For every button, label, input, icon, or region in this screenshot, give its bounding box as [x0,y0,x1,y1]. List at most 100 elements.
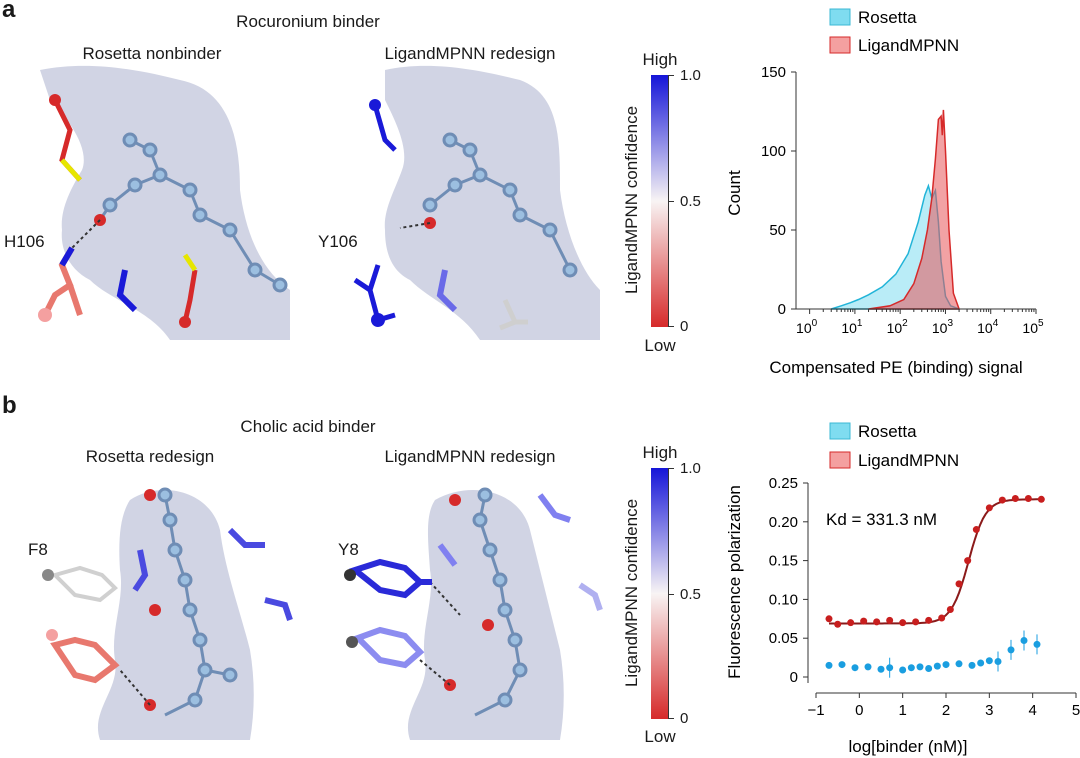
panel-a-left-residue-label: H106 [4,232,45,251]
fluorescence-polarization-chart: Rosetta LigandMPNN Kd = 331.3 nM 0 0.05 0.… [725,422,1080,756]
fp-point-rosetta [942,661,950,669]
fp-point-rosetta [838,661,846,669]
fp-point-ligandmpnn [955,580,963,588]
panel-a-left-label: Rosetta nonbinder [82,44,222,63]
fp-y-tick-label: 0.10 [769,591,798,608]
panel-b-right-residue-label: Y8 [338,540,359,559]
fp-point-ligandmpnn [1011,495,1019,503]
histogram-area-ligandmpnn [868,109,961,310]
colorbar-b-low-label: Low [644,727,676,746]
fp-point-rosetta [851,664,859,672]
colorbar-b-tick-label: 0.5 [680,586,701,603]
fp-point-rosetta [907,664,915,672]
fp-point-ligandmpnn [972,526,980,534]
fp-point-ligandmpnn [938,614,946,622]
panel-a-letter: a [2,0,16,23]
colorbar-a-high-label: High [642,50,678,69]
colorbar-b-title: LigandMPNN confidence [622,498,641,688]
fp-x-tick-label: 2 [942,702,950,719]
ligandmpnn-redesign-cholic-structure [344,487,603,740]
histogram-x-axis-label: Compensated PE (binding) signal [769,358,1022,377]
panel-b-left-residue-label: F8 [28,540,48,559]
fp-point-rosetta [968,661,976,669]
fp-y-axis-label: Fluorescence polarization [725,485,744,679]
panel-a-structures [38,65,600,341]
histogram-y-tick-label: 150 [761,64,786,81]
panel-b-structures [42,487,603,740]
fp-point-rosetta [994,657,1002,665]
legend-label-ligandmpnn: LigandMPNN [858,451,959,470]
panel-b-right-label: LigandMPNN redesign [384,447,556,466]
fp-marks [825,495,1045,678]
histogram-x-tick-label: 104 [977,318,999,336]
colorbar-a-tick-mid [668,201,674,202]
histogram-x-tick-label: 103 [932,318,954,336]
binding-pocket-surface [40,65,290,341]
panel-b-letter: b [2,392,17,419]
legend-swatch-rosetta [829,422,851,440]
fp-point-rosetta [933,662,941,670]
fp-x-tick-label: 3 [985,702,993,719]
legend-swatch-ligandmpnn [829,451,851,469]
fp-y-tick-label: 0.15 [769,553,798,570]
colorbar-b-gradient [651,468,668,719]
histogram-x-tick-label: 102 [887,318,909,336]
histogram-x-tick-label: 100 [796,318,818,336]
fp-point-ligandmpnn [834,620,842,628]
fp-point-ligandmpnn [860,617,868,625]
colorbar-a-tick-label: 0.5 [680,193,701,210]
panel-a-title: Rocuronium binder [236,12,380,31]
fp-point-ligandmpnn [1037,495,1045,503]
colorbar-a-tick-top [668,75,674,76]
colorbar-b-tick-mid [668,594,674,595]
histogram-x-tick-label: 105 [1022,318,1044,336]
colorbar-b-tick-label: 1.0 [680,460,701,477]
legend-label-rosetta: Rosetta [858,422,917,441]
binding-pocket-surface [97,490,254,740]
histogram-y-tick-label: 50 [769,222,786,239]
histogram-y-axis-label: Count [725,170,744,216]
histogram-y-tick-label: 100 [761,143,786,160]
fp-y-tick-label: 0.20 [769,514,798,531]
rosetta-nonbinder-structure [38,65,290,341]
fp-point-ligandmpnn [1024,495,1032,503]
colorbar-b-tick-top [668,468,674,469]
fp-point-rosetta [916,663,924,671]
colorbar-a-low-label: Low [644,336,676,355]
fp-point-rosetta [985,657,993,665]
fp-point-rosetta [955,660,963,668]
fp-point-rosetta [1020,637,1028,645]
fp-point-rosetta [864,663,872,671]
fp-x-tick-label: −1 [807,702,824,719]
colorbar-a-tick-label: 0 [680,318,689,335]
colorbar-a-tick-label: 1.0 [680,67,701,84]
panel-a-right-residue-label: Y106 [318,232,358,251]
fp-y-tick-label: 0.25 [769,475,798,492]
panel-b-title: Cholic acid binder [240,417,376,436]
fp-point-rosetta [1007,646,1015,654]
fp-point-ligandmpnn [912,618,920,626]
fp-point-ligandmpnn [873,618,881,626]
binding-pocket-surface [407,490,564,740]
fp-y-tick-label: 0.05 [769,630,798,647]
fp-point-ligandmpnn [847,619,855,627]
colorbar-b-tick-bottom [668,718,674,719]
panel-a-right-label: LigandMPNN redesign [384,44,556,63]
legend-label-ligandmpnn: LigandMPNN [858,36,959,55]
legend-label-rosetta: Rosetta [858,8,917,27]
panel-b-left-label: Rosetta redesign [85,447,215,466]
fp-point-ligandmpnn [946,605,954,613]
colorbar-a-title: LigandMPNN confidence [622,105,641,295]
colorbar-a-tick-bottom [668,326,674,327]
fp-point-rosetta [925,664,933,672]
histogram-y-tick-label: 0 [778,301,786,318]
kd-annotation: Kd = 331.3 nM [826,510,937,529]
histogram-chart: Rosetta LigandMPNN 0 50 100 150 100 101 102 103… [725,8,1044,377]
binding-pocket-surface [384,65,600,341]
fp-x-tick-label: 4 [1028,702,1036,719]
fp-point-ligandmpnn [925,616,933,624]
fp-y-tick-label: 0 [790,669,798,686]
fp-legend: Rosetta LigandMPNN [829,422,959,470]
fp-point-rosetta [1033,640,1041,648]
fp-point-ligandmpnn [886,616,894,624]
